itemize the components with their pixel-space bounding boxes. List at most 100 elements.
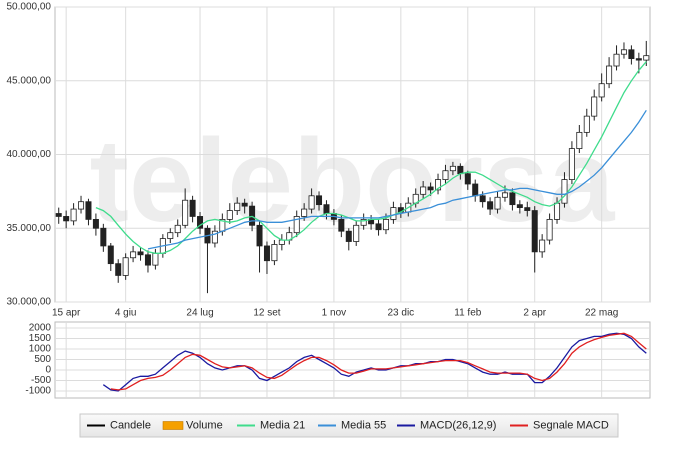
candle-body — [63, 216, 70, 222]
candle-body — [427, 186, 434, 191]
candle-body — [628, 49, 635, 60]
candle-body — [487, 201, 494, 210]
candle-body — [197, 216, 204, 229]
candle-body — [539, 239, 546, 253]
line-series — [110, 332, 647, 391]
candle-body — [211, 230, 218, 244]
candle-body — [70, 208, 77, 222]
x-tick-label: 15 apr — [52, 308, 81, 319]
candle-body — [457, 165, 464, 175]
legend-label: Media 55 — [341, 419, 386, 431]
candle-body — [546, 218, 553, 241]
candle-body — [568, 148, 575, 180]
candle-body — [137, 251, 144, 256]
x-tick-label: 12 set — [253, 308, 280, 319]
candle-body — [583, 115, 590, 133]
x-tick-label: 23 dic — [388, 308, 415, 319]
y-tick-label: 50.000,00 — [7, 2, 52, 13]
candle-body — [293, 216, 300, 234]
legend-label: Segnale MACD — [533, 419, 609, 431]
candle-body — [375, 223, 382, 231]
candle-body — [576, 131, 583, 150]
candle-body — [382, 218, 389, 231]
x-tick-label: 24 lug — [186, 308, 213, 319]
candle-body — [635, 58, 642, 61]
y-tick-label: 45.000,00 — [7, 75, 52, 86]
candle-body — [189, 199, 196, 217]
y-tick-label: 1000 — [29, 344, 52, 355]
candle-body — [152, 252, 159, 266]
candle-body — [308, 195, 315, 210]
candle-body — [479, 195, 486, 203]
y-tick-label: 2000 — [29, 323, 52, 334]
y-tick-label: 40.000,00 — [7, 149, 52, 160]
x-tick-label: 2 apr — [523, 308, 546, 319]
y-tick-label: 500 — [34, 354, 51, 365]
legend — [79, 413, 619, 438]
candle-body — [598, 83, 605, 98]
candle-body — [301, 208, 308, 217]
candle-body — [345, 230, 352, 242]
candle-body — [390, 207, 397, 220]
candle-body — [107, 245, 114, 265]
candle-body — [316, 195, 323, 206]
candle-body — [256, 224, 263, 247]
candle-body — [501, 192, 508, 198]
candle-body — [85, 201, 92, 220]
candle-body — [144, 254, 151, 266]
x-tick-label: 1 nov — [322, 308, 346, 319]
candle-body — [606, 65, 613, 85]
candle-body — [420, 186, 427, 195]
candle-body — [442, 170, 449, 180]
candle-body — [360, 218, 367, 226]
x-tick-label: 22 mag — [585, 308, 618, 319]
candle-body — [263, 245, 270, 262]
candle-body — [516, 204, 523, 208]
candle-body — [226, 210, 233, 220]
y-tick-label: -500 — [31, 375, 51, 386]
candle-body — [554, 202, 561, 220]
y-tick-label: 1500 — [29, 333, 52, 344]
y-tick-label: -1000 — [25, 386, 51, 397]
legend-label: MACD(26,12,9) — [420, 419, 496, 431]
candle-body — [241, 202, 248, 207]
candle-body — [338, 218, 345, 232]
candle-body — [620, 49, 627, 55]
line-series — [95, 61, 647, 254]
candle-body — [249, 205, 256, 226]
candle-body — [472, 183, 479, 197]
candle-body — [353, 224, 360, 242]
x-tick-label: 11 feb — [454, 308, 481, 319]
candle-body — [643, 55, 650, 61]
candle-body — [449, 165, 456, 172]
candle-body — [182, 199, 189, 226]
candle-body — [271, 244, 278, 262]
candle-body — [561, 179, 568, 204]
candle-body — [167, 232, 174, 239]
candle-body — [174, 224, 181, 234]
candle-body — [464, 173, 471, 185]
candle-body — [435, 179, 442, 191]
y-tick-label: 35.000,00 — [7, 223, 52, 234]
candle-body — [509, 192, 516, 206]
legend-label: Media 21 — [260, 419, 305, 431]
candle-body — [234, 202, 241, 211]
legend-label: Volume — [186, 419, 223, 431]
candle-body — [613, 53, 620, 67]
y-tick-label: 30.000,00 — [7, 297, 52, 308]
candle-body — [92, 218, 99, 229]
candle-body — [591, 96, 598, 117]
candle-body — [55, 213, 62, 217]
candle-body — [531, 210, 538, 253]
candle-body — [115, 263, 122, 276]
x-tick-label: 4 giu — [115, 308, 137, 319]
candle-body — [122, 257, 129, 276]
legend-swatch — [162, 421, 184, 430]
candle-body — [524, 207, 531, 211]
candle-body — [323, 204, 330, 214]
candle-body — [100, 227, 107, 247]
y-tick-label: 0 — [45, 365, 51, 376]
candle-body — [494, 196, 501, 210]
candle-body — [130, 251, 137, 259]
